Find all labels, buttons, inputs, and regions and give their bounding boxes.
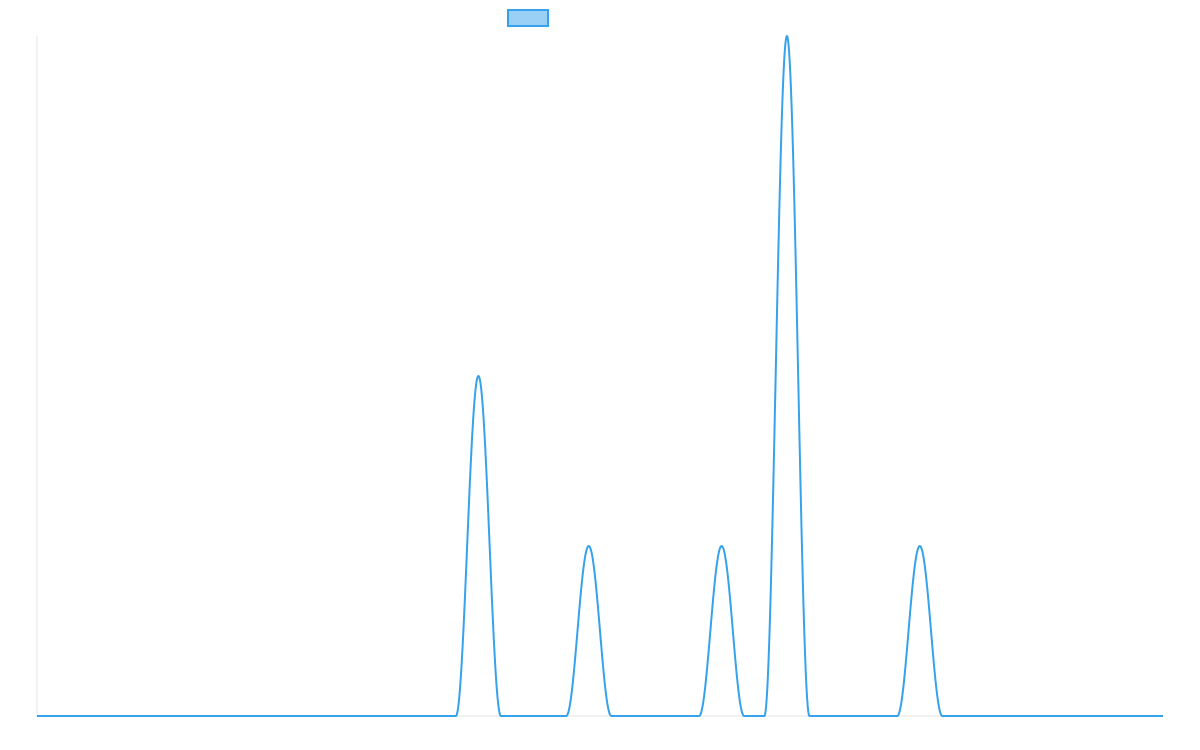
axes — [36, 36, 1163, 717]
series-layer — [36, 35, 1164, 717]
legend-swatch-0[interactable] — [507, 9, 549, 27]
legend[interactable] — [507, 9, 549, 27]
series-line-0 — [36, 35, 1164, 717]
